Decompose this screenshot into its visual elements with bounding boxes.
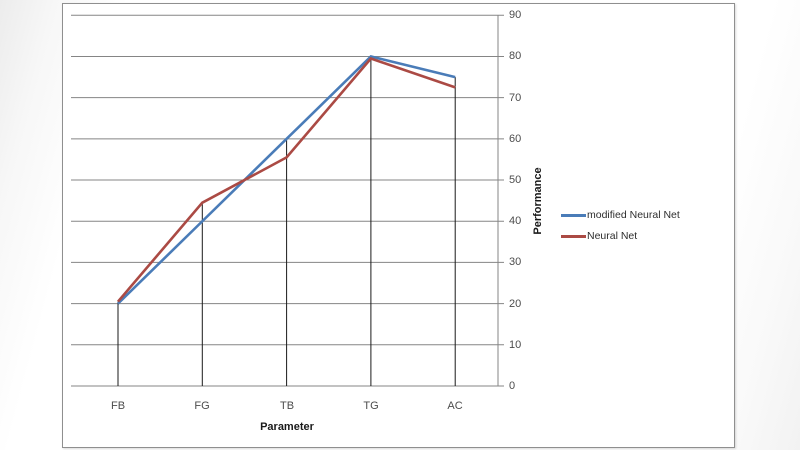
y-axis-tick-label: 60	[509, 132, 522, 145]
series-line-0	[117, 55, 456, 305]
y-axis-tick-label: 20	[509, 297, 522, 310]
series-line-1	[117, 57, 456, 303]
y-axis-tick-label: 70	[509, 91, 522, 104]
plot-area	[71, 14, 504, 387]
legend-line-swatch-red	[561, 234, 586, 238]
y-axis-tick-label: 0	[509, 380, 516, 392]
legend-label: Neural Net	[587, 230, 638, 242]
legend-line-swatch-blue	[561, 213, 586, 217]
x-category-label-ac: AC	[447, 400, 463, 412]
legend-item-modified-neural-net: modified Neural Net	[561, 207, 680, 223]
x-category-label-fg: FG	[194, 400, 210, 412]
y-axis-tick-label: 80	[509, 50, 522, 63]
x-category-label-tg: TG	[363, 400, 379, 412]
legend: modified Neural Net Neural Net	[561, 207, 680, 249]
y-axis-tick-label: 30	[509, 256, 522, 269]
y-axis-tick-label: 40	[509, 215, 522, 228]
y-axis-tick-label: 10	[509, 338, 522, 351]
x-axis-title: Parameter	[260, 421, 314, 433]
y-axis-tick-label: 90	[509, 9, 522, 22]
y-axis-title: Performance	[532, 167, 544, 235]
legend-item-neural-net: Neural Net	[561, 228, 680, 244]
legend-label: modified Neural Net	[587, 209, 680, 221]
x-category-label-fb: FB	[110, 400, 126, 412]
y-axis-tick-label: 50	[509, 174, 522, 187]
chart-card: 0 10 20 30 40 50 60 70 80 90 FB FG TB TG AC Param…	[62, 3, 735, 448]
x-category-label-tb: TB	[279, 400, 295, 412]
